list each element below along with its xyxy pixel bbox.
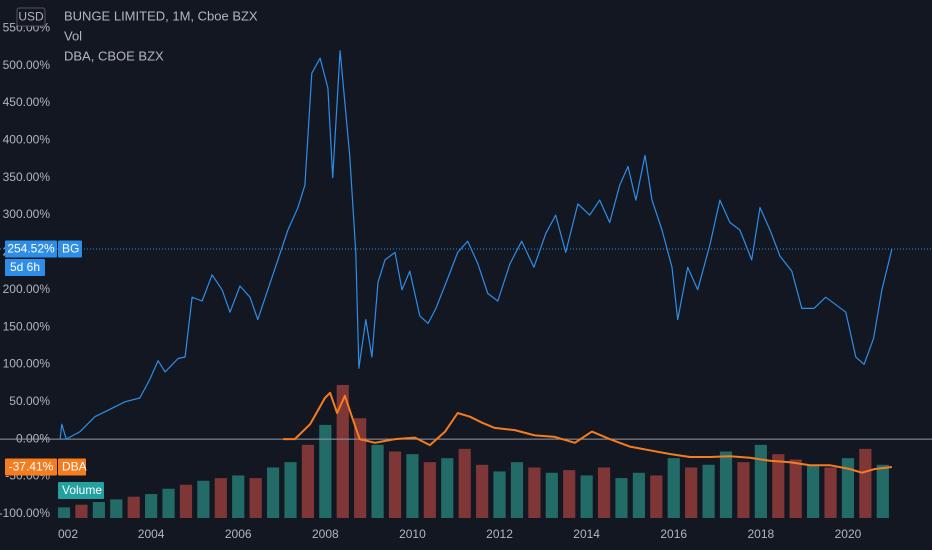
volume-bar (162, 488, 175, 518)
volume-bar (824, 467, 837, 518)
volume-bar (476, 464, 489, 518)
x-tick-label: 2004 (138, 527, 165, 541)
volume-bar (179, 484, 193, 518)
volume-bar (737, 462, 750, 518)
x-tick-label: 2016 (660, 527, 687, 541)
volume-bar (580, 475, 593, 518)
volume-bar (615, 478, 628, 518)
lines-layer (59, 50, 893, 474)
volume-bar (597, 467, 611, 518)
series-name: DBA (62, 460, 87, 474)
volume-bar (371, 444, 384, 518)
chart-title: BUNGE LIMITED, 1M, Cboe BZX (64, 8, 258, 23)
volume-bar (650, 475, 663, 518)
last-value-label: -37.41% (9, 460, 54, 474)
volume-bar (441, 458, 454, 518)
x-tick-label: 2010 (399, 527, 426, 541)
series-badge (58, 240, 82, 258)
volume-bar (266, 467, 280, 518)
x-tick-label: 002 (58, 527, 78, 541)
x-tick-label: 2014 (573, 527, 600, 541)
y-tick-label: 450.00% (3, 95, 51, 109)
volume-bar (841, 458, 855, 518)
y-tick-label: 400.00% (3, 133, 51, 147)
volume-bar (807, 464, 820, 518)
volume-bar (319, 424, 332, 518)
volume-bar (214, 478, 227, 518)
x-tick-label: 2006 (225, 527, 252, 541)
volume-bar (685, 467, 698, 518)
y-tick-label: -100.00% (0, 506, 50, 520)
volume-layer (57, 385, 889, 518)
volume-bar (336, 385, 349, 518)
volume-bar (197, 480, 210, 518)
volume-bar (75, 504, 88, 518)
countdown-badge (5, 259, 45, 277)
overlay-layer: USD BUNGE LIMITED, 1M, Cboe BZX Vol DBA,… (0, 7, 932, 499)
volume-bar (632, 472, 645, 518)
volume-badge (58, 482, 104, 499)
series-line (283, 391, 893, 474)
currency: USD (18, 10, 44, 24)
volume-bar (667, 458, 680, 518)
volume-bar (545, 472, 558, 518)
volume-bar (528, 467, 541, 518)
y-tick-label: 150.00% (3, 319, 51, 333)
volume-bar (110, 499, 123, 518)
y-tick-label: 0.00% (16, 431, 50, 445)
y-tick-label: 300.00% (3, 207, 51, 221)
volume-bar (232, 475, 245, 518)
volume-bar (57, 507, 71, 518)
volume-bar (563, 470, 576, 518)
volume-bar (145, 494, 158, 518)
volume-bar (127, 496, 140, 518)
legend-dba: DBA, CBOE BZX (64, 48, 164, 63)
volume-bar (493, 471, 506, 518)
currency-box[interactable] (16, 7, 46, 27)
x-tick-label: 2020 (835, 527, 862, 541)
last-value-badge (5, 458, 57, 476)
volume-name: Volume (62, 483, 102, 497)
volume-bar (458, 448, 471, 518)
series-badge (58, 458, 86, 476)
volume-bar (249, 478, 262, 518)
volume-bar (702, 464, 715, 518)
series-line (59, 50, 893, 440)
volume-bar (719, 451, 733, 518)
volume-bar (92, 502, 105, 518)
last-value-label: 254.52% (7, 242, 55, 256)
volume-bar (406, 454, 419, 518)
y-tick-label: 100.00% (3, 357, 51, 371)
x-tick-label: 2008 (312, 527, 339, 541)
volume-bar (423, 462, 436, 518)
countdown: 5d 6h (10, 260, 40, 274)
legend-vol: Vol (64, 28, 82, 43)
x-tick-label: 2018 (747, 527, 774, 541)
volume-bar (789, 459, 802, 518)
y-tick-label: 50.00% (9, 394, 50, 408)
volume-bar (876, 464, 889, 518)
volume-bar (772, 454, 785, 518)
volume-bar (859, 448, 872, 518)
y-tick-label: 200.00% (3, 282, 51, 296)
volume-bar (754, 444, 767, 518)
volume-bar (284, 462, 297, 518)
volume-bar (510, 462, 524, 518)
volume-bar (354, 418, 367, 518)
volume-bar (388, 451, 402, 518)
y-tick-label: 500.00% (3, 58, 51, 72)
y-tick-label: 350.00% (3, 170, 51, 184)
last-value-badge (5, 240, 57, 258)
series-name: BG (62, 242, 79, 256)
x-tick-label: 2012 (486, 527, 513, 541)
volume-bar (301, 444, 315, 518)
